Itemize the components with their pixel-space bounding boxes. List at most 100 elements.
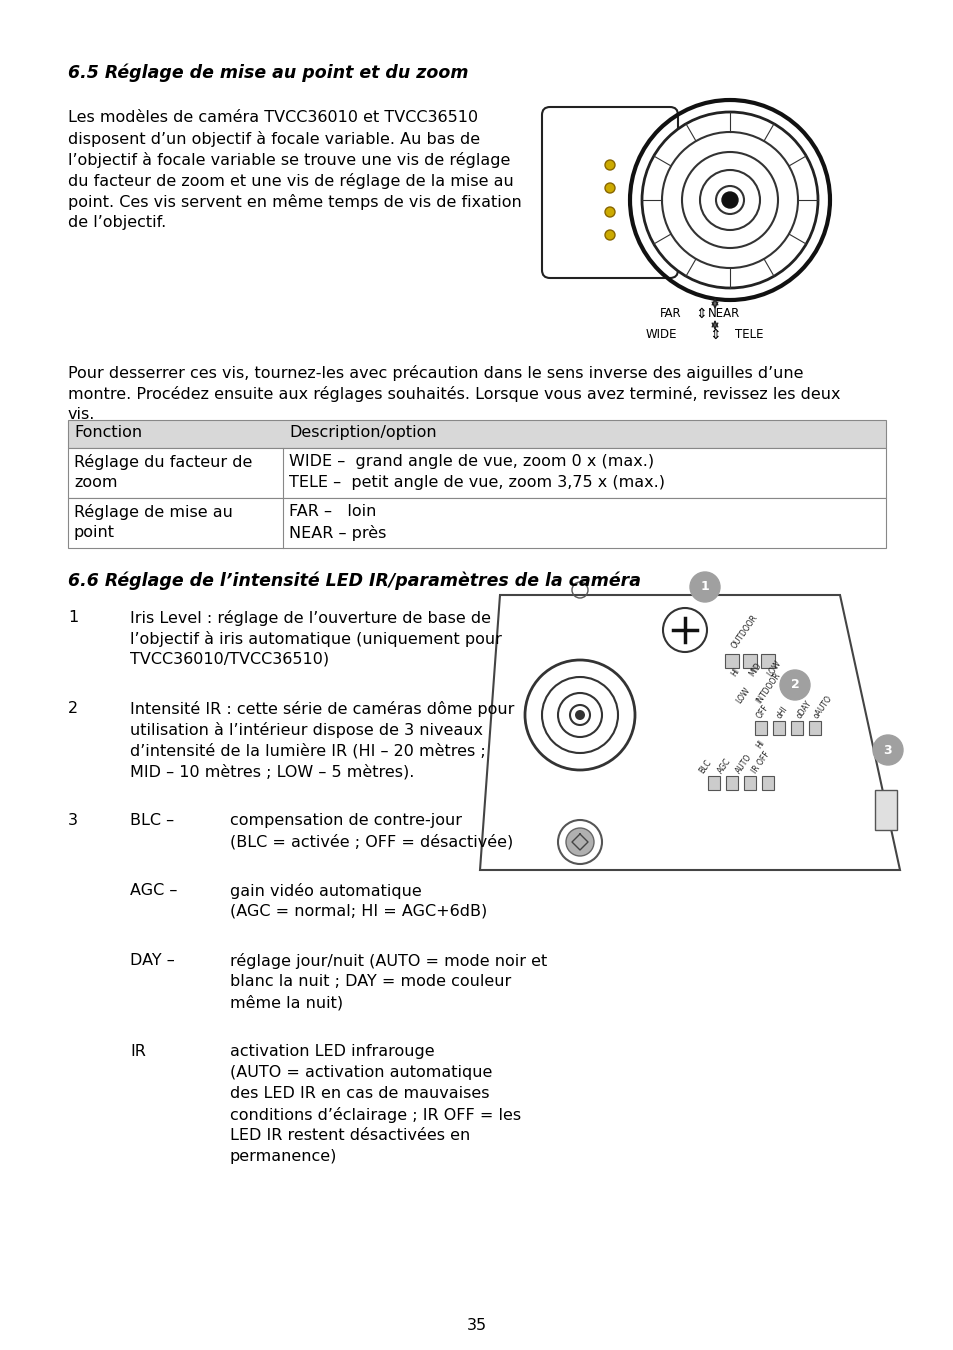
Text: 2: 2 <box>790 679 799 691</box>
Bar <box>874 790 896 830</box>
Text: BLC: BLC <box>698 757 713 775</box>
Bar <box>760 653 774 668</box>
Text: MID – 10 mètres ; LOW – 5 mètres).: MID – 10 mètres ; LOW – 5 mètres). <box>130 764 414 779</box>
Text: AGC: AGC <box>716 756 732 775</box>
Text: des LED IR en cas de mauvaises: des LED IR en cas de mauvaises <box>230 1085 489 1102</box>
Text: montre. Procédez ensuite aux réglages souhaités. Lorsque vous avez terminé, revi: montre. Procédez ensuite aux réglages so… <box>68 386 840 402</box>
Text: Les modèles de caméra TVCC36010 et TVCC36510: Les modèles de caméra TVCC36010 et TVCC3… <box>68 109 477 126</box>
Text: l’objectif à focale variable se trouve une vis de réglage: l’objectif à focale variable se trouve u… <box>68 153 510 167</box>
Text: utilisation à l’intérieur dispose de 3 niveaux: utilisation à l’intérieur dispose de 3 n… <box>130 722 482 738</box>
Circle shape <box>604 207 615 217</box>
Text: (AGC = normal; HI = AGC+6dB): (AGC = normal; HI = AGC+6dB) <box>230 904 487 919</box>
Text: LED IR restent désactivées en: LED IR restent désactivées en <box>230 1129 470 1143</box>
Text: TELE: TELE <box>734 328 762 342</box>
FancyBboxPatch shape <box>541 107 678 278</box>
Text: NEAR – près: NEAR – près <box>289 525 386 541</box>
Text: AGC –: AGC – <box>130 883 177 898</box>
Text: Description/option: Description/option <box>289 425 436 440</box>
Text: Réglage du facteur de: Réglage du facteur de <box>74 454 253 470</box>
Text: HI: HI <box>729 667 741 678</box>
Text: INTDOOR: INTDOOR <box>754 671 782 705</box>
Text: LOW: LOW <box>765 659 782 678</box>
Bar <box>743 776 755 790</box>
Bar <box>725 776 738 790</box>
Text: même la nuit): même la nuit) <box>230 995 343 1011</box>
Text: ⇕: ⇕ <box>695 306 706 321</box>
Text: gain vidéo automatique: gain vidéo automatique <box>230 883 421 899</box>
Text: oHI: oHI <box>774 705 789 720</box>
Text: d’intensité de la lumière IR (HI – 20 mètres ;: d’intensité de la lumière IR (HI – 20 mè… <box>130 743 485 759</box>
Text: point. Ces vis servent en même temps de vis de fixation: point. Ces vis servent en même temps de … <box>68 194 521 211</box>
Text: OFF: OFF <box>754 703 770 720</box>
Bar <box>707 776 720 790</box>
Text: MID: MID <box>747 660 763 678</box>
Text: (BLC = activée ; OFF = désactivée): (BLC = activée ; OFF = désactivée) <box>230 834 513 849</box>
Text: vis.: vis. <box>68 406 95 423</box>
Circle shape <box>565 828 594 856</box>
Text: activation LED infrarouge: activation LED infrarouge <box>230 1044 435 1058</box>
Text: NEAR: NEAR <box>707 306 740 320</box>
Text: l’objectif à iris automatique (uniquement pour: l’objectif à iris automatique (uniquemen… <box>130 630 501 647</box>
Bar <box>68 448 885 498</box>
Text: OUTDOOR: OUTDOOR <box>729 613 759 649</box>
Circle shape <box>689 572 720 602</box>
Text: TELE –  petit angle de vue, zoom 3,75 x (max.): TELE – petit angle de vue, zoom 3,75 x (… <box>289 475 664 490</box>
Text: oDAY: oDAY <box>794 699 813 720</box>
Text: TVCC36010/TVCC36510): TVCC36010/TVCC36510) <box>130 652 329 667</box>
Bar <box>742 653 757 668</box>
Text: disposent d’un objectif à focale variable. Au bas de: disposent d’un objectif à focale variabl… <box>68 131 479 147</box>
Text: HI: HI <box>754 738 766 751</box>
Bar <box>790 721 802 734</box>
Text: FAR: FAR <box>659 306 680 320</box>
Circle shape <box>721 192 738 208</box>
Text: Pour desserrer ces vis, tournez-les avec précaution dans le sens inverse des aig: Pour desserrer ces vis, tournez-les avec… <box>68 364 802 381</box>
Text: oAUTO: oAUTO <box>811 694 833 720</box>
Text: 3: 3 <box>882 744 891 756</box>
Text: DAY –: DAY – <box>130 953 174 968</box>
Circle shape <box>575 710 584 720</box>
Text: ⇕: ⇕ <box>708 328 720 342</box>
Text: du facteur de zoom et une vis de réglage de la mise au: du facteur de zoom et une vis de réglage… <box>68 173 514 189</box>
Text: blanc la nuit ; DAY = mode couleur: blanc la nuit ; DAY = mode couleur <box>230 973 511 990</box>
Text: 6.5 Réglage de mise au point et du zoom: 6.5 Réglage de mise au point et du zoom <box>68 63 468 81</box>
Bar <box>68 498 885 548</box>
Circle shape <box>641 112 817 288</box>
Polygon shape <box>479 595 899 869</box>
Text: WIDE –  grand angle de vue, zoom 0 x (max.): WIDE – grand angle de vue, zoom 0 x (max… <box>289 454 654 468</box>
Text: 1: 1 <box>68 610 78 625</box>
Text: LOW: LOW <box>734 686 752 705</box>
Text: WIDE: WIDE <box>645 328 677 342</box>
Text: point: point <box>74 525 115 540</box>
Text: Réglage de mise au: Réglage de mise au <box>74 504 233 520</box>
Text: 1: 1 <box>700 580 709 594</box>
Text: compensation de contre-jour: compensation de contre-jour <box>230 813 461 828</box>
Text: Fonction: Fonction <box>74 425 142 440</box>
Text: 3: 3 <box>68 813 78 828</box>
Text: IR: IR <box>130 1044 146 1058</box>
Bar <box>754 721 766 734</box>
Circle shape <box>604 161 615 170</box>
Text: zoom: zoom <box>74 475 117 490</box>
Text: FAR –   loin: FAR – loin <box>289 504 376 518</box>
Text: réglage jour/nuit (AUTO = mode noir et: réglage jour/nuit (AUTO = mode noir et <box>230 953 547 969</box>
Text: 35: 35 <box>466 1318 487 1332</box>
Text: Intensité IR : cette série de caméras dôme pour: Intensité IR : cette série de caméras dô… <box>130 701 514 717</box>
Bar <box>772 721 784 734</box>
Text: 6.6 Réglage de l’intensité LED IR/paramètres de la caméra: 6.6 Réglage de l’intensité LED IR/paramè… <box>68 572 640 590</box>
Text: de l’objectif.: de l’objectif. <box>68 215 166 230</box>
Bar <box>761 776 773 790</box>
Text: conditions d’éclairage ; IR OFF = les: conditions d’éclairage ; IR OFF = les <box>230 1107 520 1123</box>
Text: IR OFF: IR OFF <box>749 749 771 775</box>
Text: (AUTO = activation automatique: (AUTO = activation automatique <box>230 1065 492 1080</box>
Text: AUTO: AUTO <box>733 752 753 775</box>
Polygon shape <box>669 140 724 261</box>
Bar <box>808 721 821 734</box>
Circle shape <box>872 734 902 765</box>
Bar <box>724 653 739 668</box>
Text: Iris Level : réglage de l’ouverture de base de: Iris Level : réglage de l’ouverture de b… <box>130 610 491 626</box>
Text: 2: 2 <box>68 701 78 716</box>
Text: permanence): permanence) <box>230 1149 337 1164</box>
Text: BLC –: BLC – <box>130 813 174 828</box>
Circle shape <box>604 230 615 240</box>
Bar <box>68 420 885 448</box>
